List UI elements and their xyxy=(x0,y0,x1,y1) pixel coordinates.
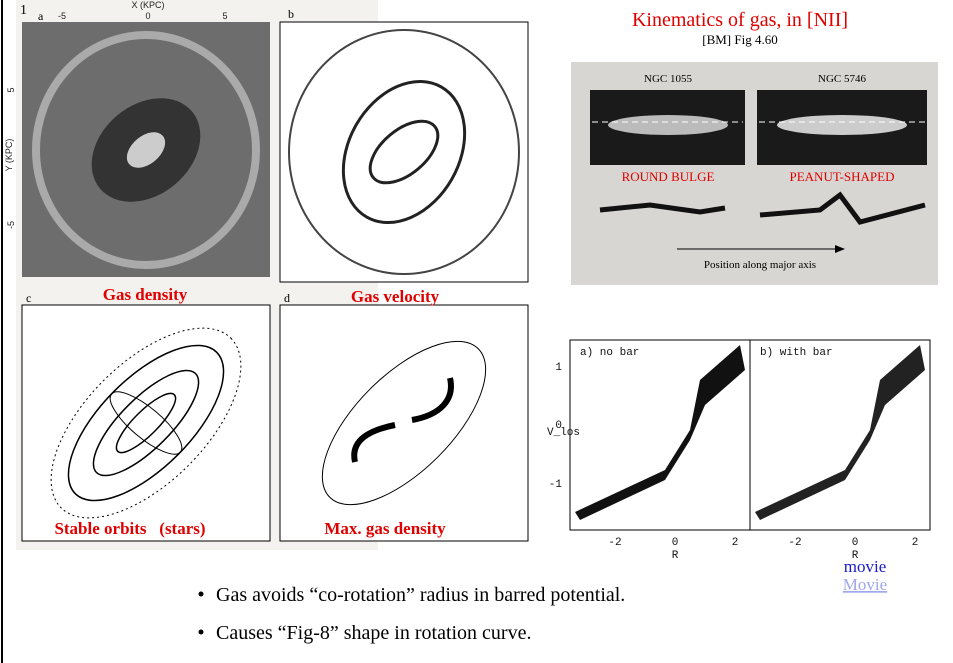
plot-x-tick: -2 xyxy=(608,537,621,549)
panel-letter: d xyxy=(284,291,290,305)
panel-caption: Gas velocity xyxy=(351,287,440,306)
plot-panel-label: b) with bar xyxy=(760,347,833,359)
galaxy-disk xyxy=(608,115,728,135)
movie-link[interactable]: movie xyxy=(844,557,887,576)
slide: 1 a b c d X (KPC) -5 0 5 Y (KPC) 5 0 -5 … xyxy=(0,0,953,663)
movie-link[interactable]: Movie xyxy=(843,575,887,594)
panel-d-image xyxy=(280,305,528,541)
panel-caption: Max. gas density xyxy=(324,519,446,538)
panel-c-image xyxy=(22,305,270,541)
bullet-marker xyxy=(199,592,204,597)
plot-y-label: V_los xyxy=(547,427,580,439)
galaxy-name: NGC 1055 xyxy=(644,73,692,85)
slide-title: Kinematics of gas, in [NII] xyxy=(632,9,848,31)
galaxy-name: NGC 5746 xyxy=(818,73,866,85)
y-tick-label: 5 xyxy=(6,87,16,92)
plot-x-tick: 2 xyxy=(912,537,919,549)
panel-b-image xyxy=(280,22,528,282)
galaxy-disk xyxy=(777,115,907,135)
bullet-text: Causes “Fig-8” shape in rotation curve. xyxy=(216,622,531,644)
photo-axis-label: Position along major axis xyxy=(704,259,816,271)
plot-y-tick: -1 xyxy=(549,479,563,491)
panel-caption: Gas density xyxy=(103,285,188,304)
panel-letter: b xyxy=(288,7,294,21)
figure-reference: [BM] Fig 4.60 xyxy=(702,32,777,47)
y-tick-label: -5 xyxy=(6,221,16,229)
bullet-text: Gas avoids “co-rotation” radius in barre… xyxy=(216,584,625,606)
plot-y-tick: 0 xyxy=(555,420,562,432)
plot-panel-label: a) no bar xyxy=(580,347,639,359)
x-tick-label: 5 xyxy=(222,11,227,21)
plot-x-label: R xyxy=(672,550,679,562)
x-tick-label: -5 xyxy=(58,11,66,21)
panel-letter: c xyxy=(26,291,31,305)
galaxy-label: ROUND BULGE xyxy=(622,169,715,184)
plot-x-tick: 0 xyxy=(672,537,679,549)
panel-letter: a xyxy=(38,9,44,23)
panel-caption: Stable orbits (stars) xyxy=(54,519,205,538)
x-axis-label: X (KPC) xyxy=(131,0,164,10)
bullet-marker xyxy=(199,630,204,635)
plot-y-tick: 1 xyxy=(555,362,562,374)
plot-x-tick: 0 xyxy=(852,537,859,549)
plot-x-tick: 2 xyxy=(732,537,739,549)
plot-x-tick: -2 xyxy=(788,537,801,549)
figure-number: 1 xyxy=(20,3,27,18)
y-axis-label: Y (KPC) xyxy=(4,139,14,172)
x-tick-label: 0 xyxy=(145,11,150,21)
galaxy-label: PEANUT-SHAPED xyxy=(790,169,895,184)
